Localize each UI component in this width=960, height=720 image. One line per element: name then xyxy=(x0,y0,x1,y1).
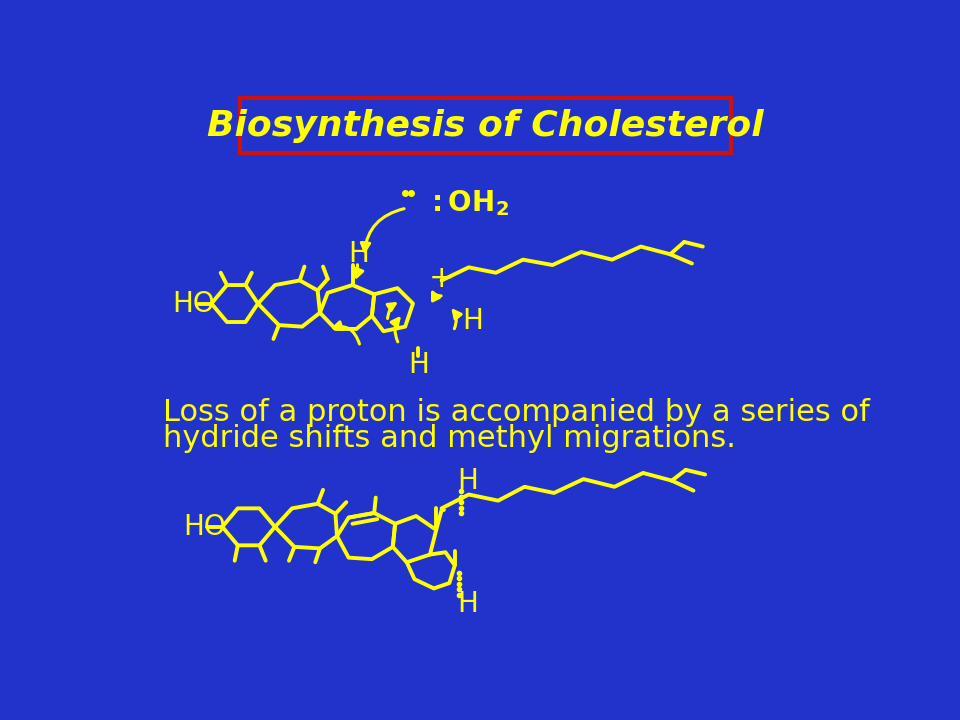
Text: H: H xyxy=(462,307,483,336)
FancyBboxPatch shape xyxy=(240,98,732,153)
Text: Loss of a proton is accompanied by a series of: Loss of a proton is accompanied by a ser… xyxy=(162,398,870,427)
Text: HO: HO xyxy=(183,513,227,541)
Text: $\bf{:OH_2}$: $\bf{:OH_2}$ xyxy=(426,189,509,218)
Text: HO: HO xyxy=(173,289,215,318)
Text: H: H xyxy=(457,467,478,495)
Text: H: H xyxy=(348,240,370,269)
Text: +: + xyxy=(429,264,454,293)
Text: hydride shifts and methyl migrations.: hydride shifts and methyl migrations. xyxy=(162,423,735,453)
Text: Biosynthesis of Cholesterol: Biosynthesis of Cholesterol xyxy=(207,109,764,143)
Text: H: H xyxy=(408,351,429,379)
Text: H: H xyxy=(457,590,478,618)
